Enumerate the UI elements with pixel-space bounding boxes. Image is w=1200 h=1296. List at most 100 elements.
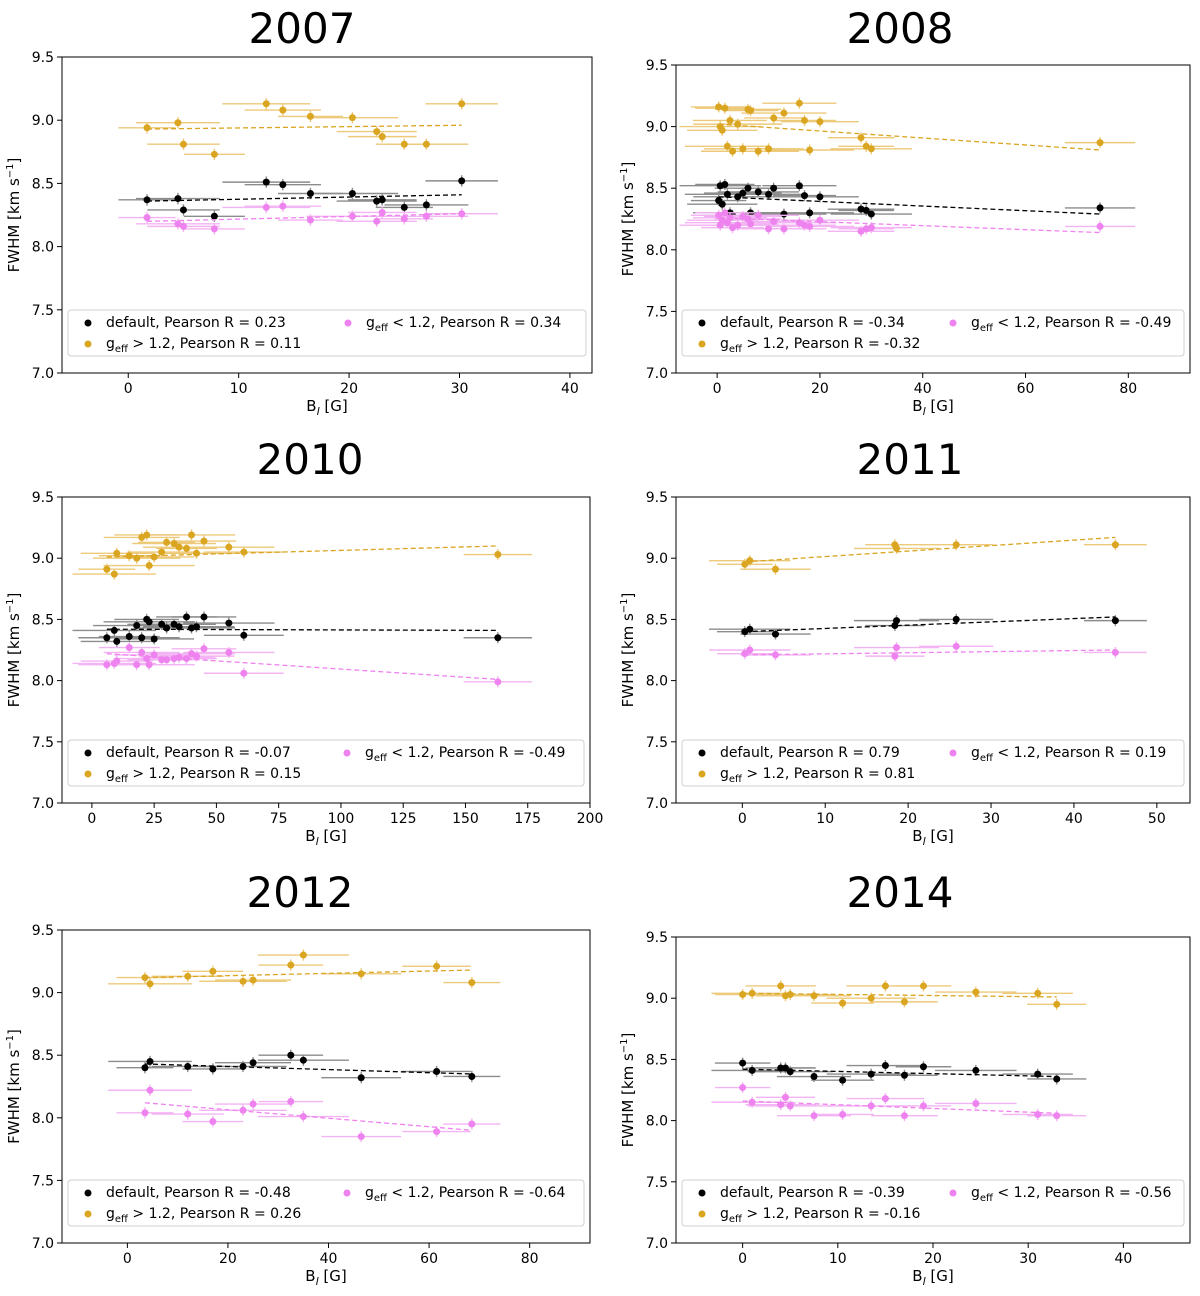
- legend: default, Pearson R = -0.48 geff > 1.2, Pe…: [67, 1179, 585, 1227]
- data-point: [893, 617, 901, 625]
- y-tick-label: 9.0: [32, 986, 54, 1002]
- y-axis-label: FWHM [km s−1]: [619, 593, 637, 708]
- data-point: [200, 645, 208, 653]
- data-point: [972, 1066, 980, 1074]
- data-point: [209, 1065, 217, 1073]
- y-tick-label: 8.5: [32, 612, 54, 628]
- y-tick-label: 8.5: [32, 1048, 54, 1064]
- data-point: [279, 202, 287, 210]
- data-point: [113, 657, 121, 665]
- data-point: [900, 998, 908, 1006]
- data-point: [143, 124, 151, 132]
- data-point: [110, 570, 118, 578]
- x-tick-label: 40: [914, 381, 932, 397]
- data-point: [900, 1112, 908, 1120]
- data-point: [881, 982, 889, 990]
- data-point: [103, 661, 111, 669]
- data-point: [175, 623, 183, 631]
- legend: default, Pearson R = -0.07 geff > 1.2, Pe…: [67, 739, 585, 787]
- legend-box: [67, 1179, 585, 1227]
- data-point: [240, 669, 248, 677]
- data-point: [357, 1074, 365, 1082]
- y-tick-label: 7.5: [646, 304, 668, 320]
- data-point: [786, 991, 794, 999]
- data-point: [184, 1062, 192, 1070]
- data-point: [806, 222, 814, 230]
- y-tick-label: 7.0: [32, 366, 54, 382]
- data-point: [249, 1100, 257, 1108]
- data-point: [726, 214, 734, 222]
- y-axis-label: FWHM [km s−1]: [5, 1029, 23, 1144]
- data-point: [357, 1133, 365, 1141]
- data-point: [183, 613, 191, 621]
- data-point: [777, 1101, 785, 1109]
- x-tick-label: 0: [124, 381, 133, 397]
- x-tick-label: 100: [328, 811, 355, 827]
- data-point: [770, 184, 778, 192]
- series-low: [72, 642, 533, 688]
- data-point: [145, 618, 153, 626]
- series-low: [679, 207, 1136, 237]
- data-point: [952, 642, 960, 650]
- data-point: [133, 661, 141, 669]
- y-axis-label: FWHM [km s−1]: [5, 593, 23, 708]
- data-point: [179, 140, 187, 148]
- panel-title: 2008: [847, 4, 954, 53]
- data-point: [734, 120, 742, 128]
- data-point: [143, 531, 151, 539]
- legend-marker-high: [698, 1210, 706, 1218]
- x-tick-label: 75: [270, 811, 288, 827]
- data-point: [771, 651, 779, 659]
- data-point: [433, 1067, 441, 1075]
- legend-marker-default: [698, 749, 706, 757]
- data-point: [468, 1072, 476, 1080]
- data-point: [225, 543, 233, 551]
- legend-label-high: geff > 1.2, Pearson R = 0.11: [106, 336, 301, 355]
- data-point: [816, 118, 824, 126]
- data-point: [113, 637, 121, 645]
- panel-title: 2014: [847, 868, 954, 917]
- legend-marker-high: [84, 770, 92, 778]
- data-point: [145, 661, 153, 669]
- plot-area: 0 20 40 60 80 7.0 7.5 8.0 8.5 9.0 9.5 Bl [G] FWHM [k…: [5, 923, 591, 1288]
- y-tick-label: 7.0: [32, 796, 54, 812]
- legend-label-low: geff < 1.2, Pearson R = -0.56: [971, 1185, 1171, 1204]
- x-tick-label: 200: [577, 811, 604, 827]
- data-point: [158, 548, 166, 556]
- data-point: [400, 203, 408, 211]
- y-tick-label: 8.5: [646, 612, 668, 628]
- data-point: [179, 222, 187, 230]
- x-axis-label: Bl [G]: [912, 1267, 953, 1288]
- data-point: [746, 625, 754, 633]
- data-point: [141, 1064, 149, 1072]
- y-tick-label: 9.5: [32, 490, 54, 506]
- data-point: [192, 652, 200, 660]
- data-point: [867, 224, 875, 232]
- data-point: [739, 1084, 747, 1092]
- data-point: [810, 1073, 818, 1081]
- panel-title: 2007: [249, 4, 356, 53]
- fit-line: [742, 1068, 1057, 1078]
- y-tick-label: 9.0: [646, 120, 668, 136]
- legend-label-low: geff < 1.2, Pearson R = 0.19: [971, 745, 1166, 764]
- data-point: [1053, 1000, 1061, 1008]
- data-point: [1034, 989, 1042, 997]
- data-point: [748, 989, 756, 997]
- legend-label-default: default, Pearson R = -0.39: [720, 1185, 905, 1201]
- x-axis-label: Bl [G]: [305, 1267, 346, 1288]
- data-point: [862, 206, 870, 214]
- legend-label-high: geff > 1.2, Pearson R = -0.16: [720, 1206, 920, 1225]
- x-tick-label: 40: [1065, 811, 1083, 827]
- data-point: [867, 1070, 875, 1078]
- data-point: [810, 1112, 818, 1120]
- data-point: [1053, 1075, 1061, 1083]
- y-tick-label: 8.5: [32, 176, 54, 192]
- data-point: [299, 1056, 307, 1064]
- plot-frame: [61, 56, 593, 374]
- series-low: [118, 200, 498, 235]
- data-point: [780, 109, 788, 117]
- data-point: [158, 656, 166, 664]
- x-tick-label: 80: [521, 1251, 539, 1267]
- data-point: [373, 128, 381, 136]
